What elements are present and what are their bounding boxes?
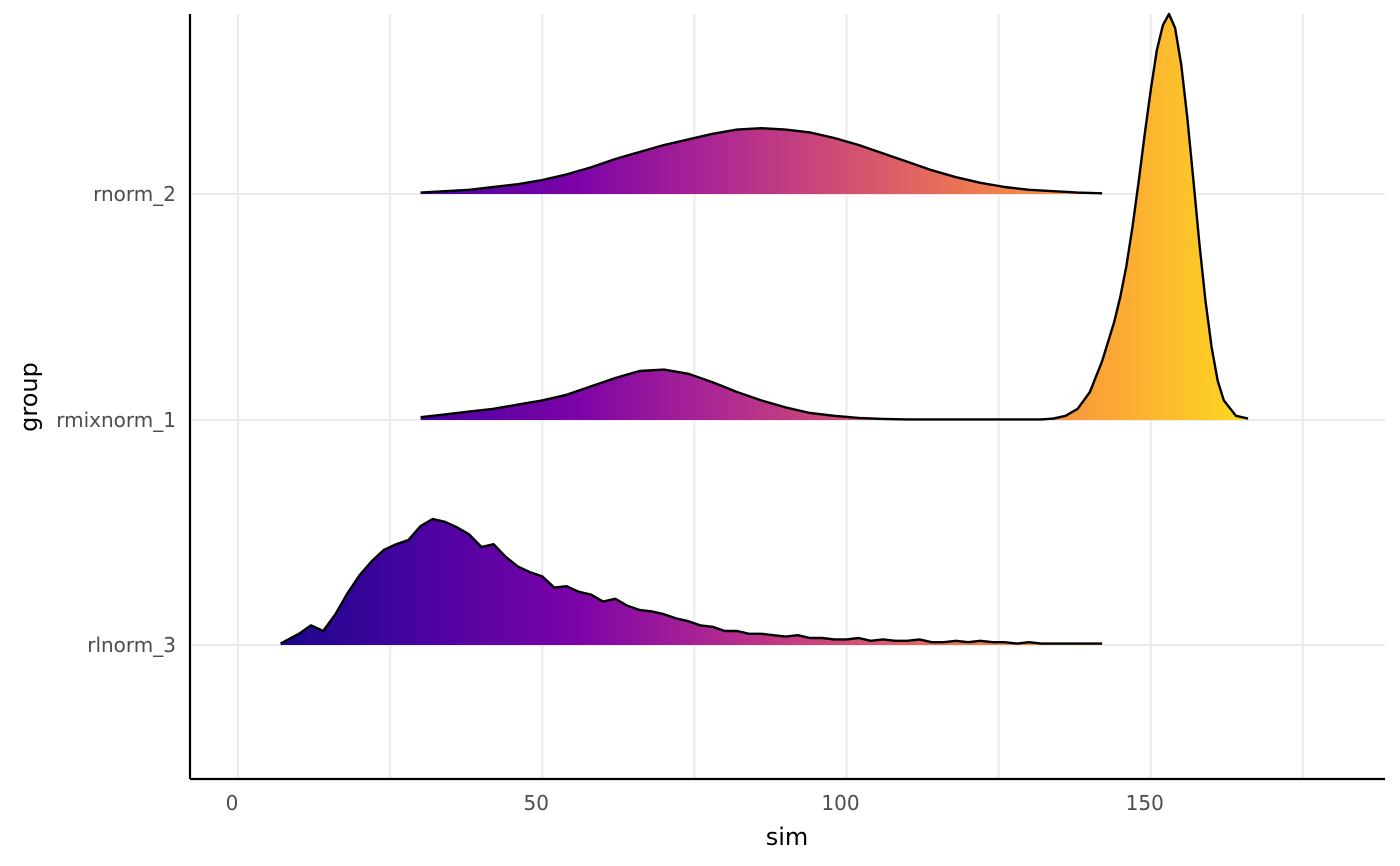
density-ridges xyxy=(280,12,1249,645)
density-line-rmixnorm_1 xyxy=(420,12,1249,421)
x-tick-labels: 0 50 100 150 xyxy=(226,791,1164,815)
density-line-rnorm_2 xyxy=(420,126,1103,195)
density-area-rnorm_2 xyxy=(420,128,1103,194)
x-tick-label: 100 xyxy=(821,791,859,815)
y-tick-label: rmixnorm_1 xyxy=(56,408,176,432)
y-tick-label: rnorm_2 xyxy=(93,182,176,206)
x-tick-label: 0 xyxy=(226,791,239,815)
y-axis-title: group xyxy=(15,362,43,432)
y-tick-labels: rlnorm_3 rmixnorm_1 rnorm_2 xyxy=(56,182,176,657)
x-tick-label: 50 xyxy=(524,791,549,815)
x-tick-label: 150 xyxy=(1126,791,1164,815)
density-area-rlnorm_3 xyxy=(280,519,1103,645)
x-axis-title: sim xyxy=(766,823,809,851)
density-line-rlnorm_3 xyxy=(280,517,1103,645)
density-area-rmixnorm_1 xyxy=(420,14,1249,420)
y-tick-label: rlnorm_3 xyxy=(87,633,176,657)
axes xyxy=(188,14,1385,781)
